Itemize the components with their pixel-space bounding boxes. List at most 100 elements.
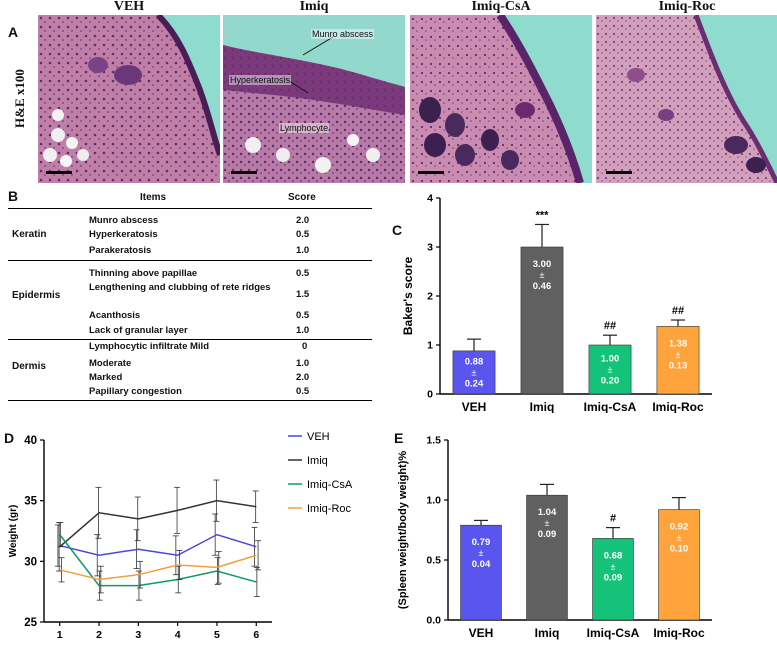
y-tick-label: 1.5: [426, 435, 441, 447]
bar-error-label: 0.20: [601, 376, 620, 387]
annotation-lymphocyte: Lymphocyte: [279, 123, 330, 133]
y-tick-label: 25: [24, 617, 37, 629]
y-tick-label: 2: [427, 291, 433, 303]
x-tick-label: Imiq-Roc: [652, 400, 704, 413]
bar-value-label: 0.92: [670, 522, 689, 533]
bar-value-label: 3.00: [533, 259, 552, 270]
table-item: Marked: [89, 372, 123, 383]
table-score: 2.0: [296, 215, 310, 226]
y-tick-label: 0.0: [426, 615, 441, 627]
x-tick-label: 3: [135, 629, 141, 641]
significance-label: #: [610, 513, 616, 525]
bar-pm-label: ±: [472, 367, 477, 377]
bar: [656, 326, 700, 395]
micro-title-imiq: Imiq: [299, 0, 329, 14]
table-score: 2.0: [296, 372, 310, 383]
x-tick-label: 5: [214, 629, 220, 641]
y-tick-label: 4: [427, 193, 433, 205]
table-item: Hyperkeratosis: [89, 229, 158, 240]
bar-value-label: 1.38: [669, 338, 688, 349]
legend-label: Imiq: [307, 455, 328, 467]
table-item: Thinning above papillae: [89, 268, 198, 279]
bar-error-label: 0.04: [472, 559, 491, 570]
table-score: 0: [302, 341, 308, 352]
panel-a-ylabel: H&E x100: [12, 69, 27, 128]
bar-error-label: 0.13: [669, 360, 688, 371]
table-rule: [8, 400, 372, 401]
table-score: 0.5: [296, 229, 310, 240]
series-line-imiq-csa: [59, 534, 257, 587]
scale-bar: [606, 171, 632, 174]
table-item: Moderate: [89, 358, 132, 369]
panel-c-letter: C: [392, 222, 403, 238]
table-item: Lack of granular layer: [89, 325, 188, 336]
x-tick-label: 1: [57, 629, 63, 641]
bar-error-label: 0.10: [670, 544, 689, 555]
series-line-imiq-roc: [59, 554, 257, 581]
table-category-keratin: Keratin: [12, 229, 47, 240]
significance-label: ##: [604, 320, 616, 332]
significance-label: ##: [672, 305, 684, 317]
table-category-dermis: Dermis: [12, 361, 46, 372]
table-score: 1.5: [296, 289, 310, 300]
bar-value-label: 0.79: [472, 537, 491, 548]
bar-pm-label: ±: [608, 365, 613, 375]
y-tick-label: 0: [427, 389, 433, 401]
y-axis-label: Weight (gr): [8, 505, 19, 558]
x-tick-label: 4: [175, 629, 181, 641]
micrograph-veh-image: [38, 15, 220, 183]
bar-error-label: 0.09: [604, 572, 623, 583]
legend-label: Imiq-CsA: [307, 479, 353, 491]
bar: [520, 246, 564, 395]
legend-label: Imiq-Roc: [307, 503, 352, 515]
table-score: 0.5: [296, 268, 310, 279]
table-score: 1.0: [296, 325, 310, 336]
bar-pm-label: ±: [677, 533, 682, 543]
micrograph-imiq-csa: [410, 15, 592, 183]
x-tick-label: 2: [96, 629, 102, 641]
table-item: Papillary congestion: [89, 386, 182, 397]
bar-pm-label: ±: [540, 270, 545, 280]
micrograph-imiq-image: [223, 15, 405, 183]
table-score: 0.5: [296, 310, 310, 321]
panel-d-letter: D: [4, 430, 15, 446]
micro-title-imiq-csa: Imiq-CsA: [471, 0, 531, 14]
y-tick-label: 1: [427, 340, 433, 352]
table-rule: [8, 208, 372, 209]
bar-error-label: 0.09: [538, 529, 557, 540]
x-tick-label: Imiq-CsA: [584, 400, 637, 413]
bar-pm-label: ±: [545, 518, 550, 528]
bar-value-label: 1.04: [538, 507, 557, 518]
scale-bar: [46, 171, 72, 174]
series-line-veh: [59, 533, 257, 557]
bar-error-label: 0.24: [465, 378, 484, 389]
significance-label: ***: [536, 209, 550, 221]
table-item: Munro abscess: [89, 215, 159, 226]
x-tick-label: Imiq-Roc: [653, 626, 705, 640]
chart-e: 0.0 0.5 1.0 1.5 (Spleen weight/body weight)%…: [397, 435, 712, 640]
table-score: 1.0: [296, 358, 310, 369]
y-tick-label: 1.0: [426, 495, 441, 507]
table-item: Lymphocytic infiltrate Mild: [89, 341, 209, 352]
micrograph-imiq: Munro abscess Hyperkeratosis Lymphocyte: [223, 15, 405, 183]
micrograph-imiq-csa-image: [410, 15, 592, 183]
table-score: 1.0: [296, 245, 310, 256]
table-header-score: Score: [288, 192, 316, 203]
table-item: Lengthening and clubbing of rete ridges: [89, 282, 271, 293]
bar-value-label: 0.88: [465, 356, 484, 367]
micro-title-imiq-roc: Imiq-Roc: [658, 0, 716, 14]
bar: [452, 350, 496, 395]
x-tick-label: Imiq: [535, 626, 560, 640]
bar: [592, 538, 634, 621]
series-line-imiq: [59, 499, 257, 548]
x-tick-label: 6: [253, 629, 259, 641]
y-axis-label: Baker's score: [401, 257, 415, 336]
table-item: Parakeratosis: [89, 245, 152, 256]
bar: [588, 344, 632, 395]
x-tick-label: Imiq-CsA: [587, 626, 640, 640]
table-category-epidermis: Epidermis: [12, 290, 61, 301]
bar: [658, 509, 700, 621]
y-tick-label: 35: [24, 496, 37, 508]
y-tick-label: 40: [24, 435, 37, 447]
